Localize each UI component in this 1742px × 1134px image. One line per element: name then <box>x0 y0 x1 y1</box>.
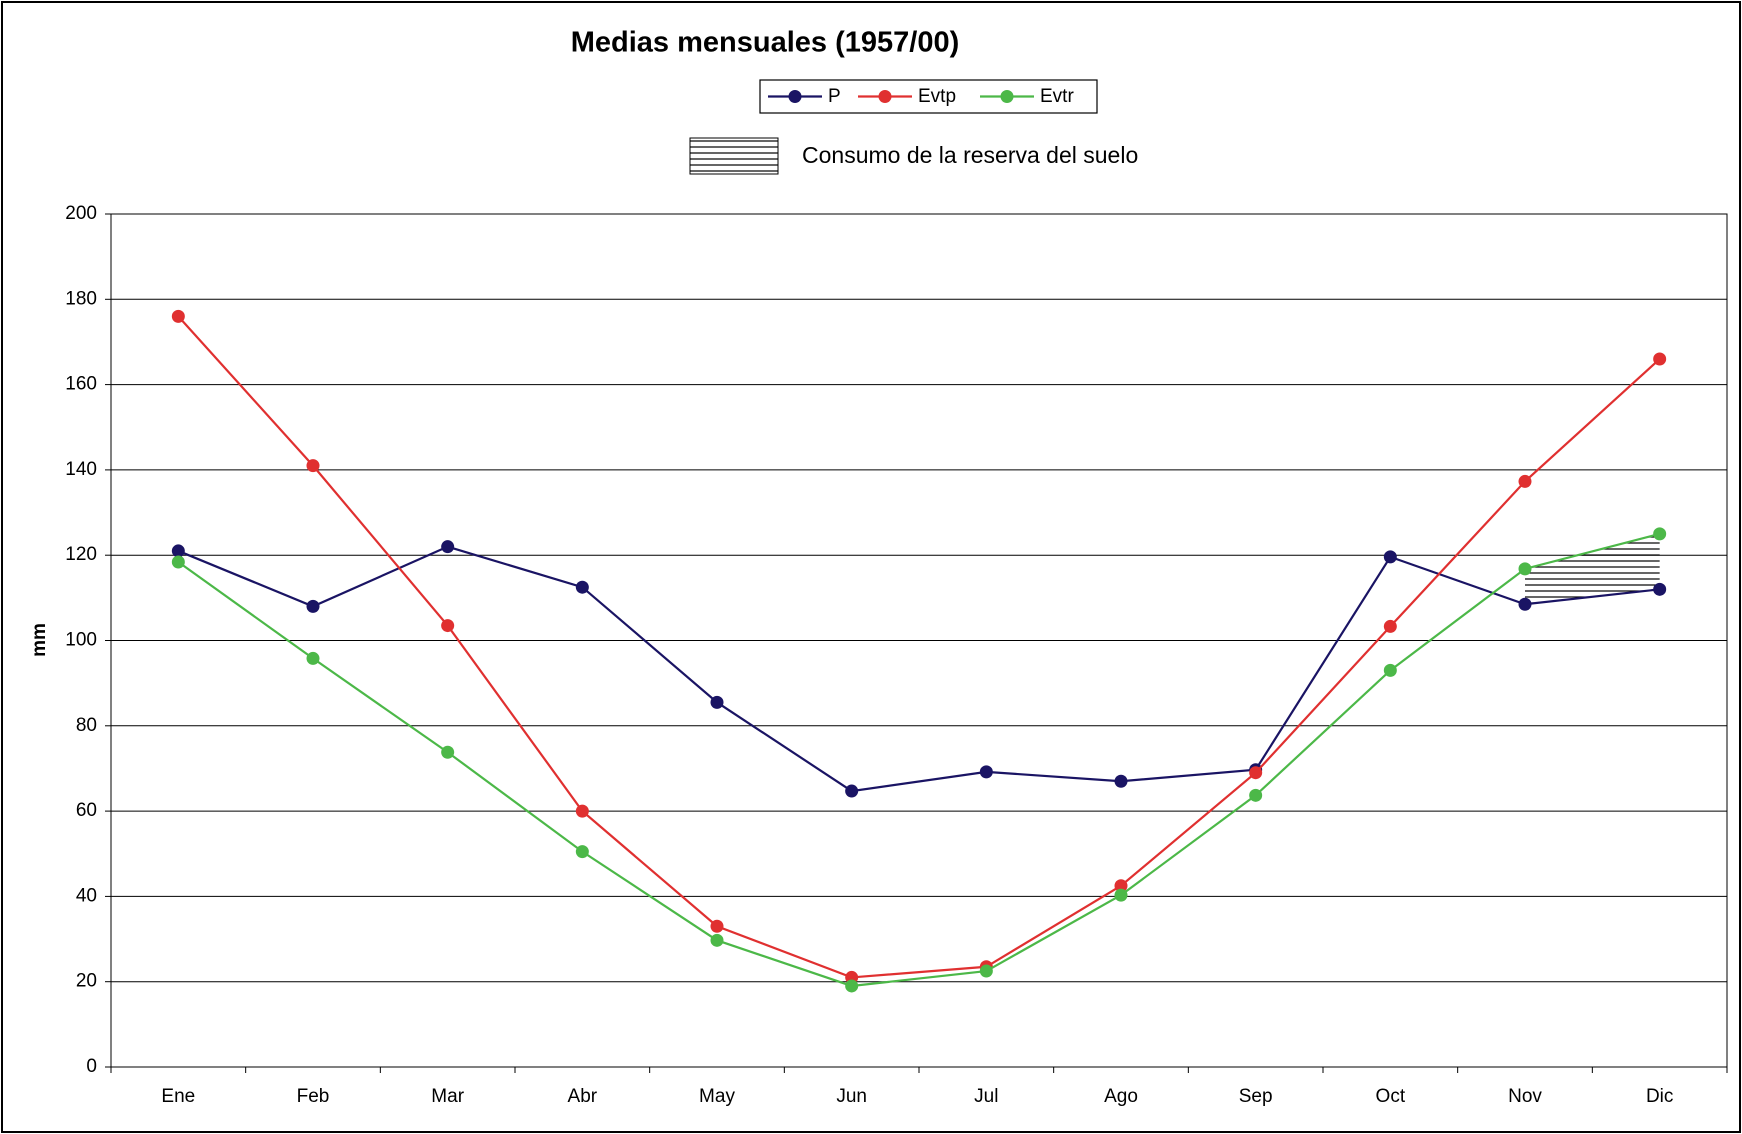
series-marker <box>710 919 724 933</box>
chart-title: Medias mensuales (1957/00) <box>571 27 959 59</box>
x-tick-label: Mar <box>431 1086 464 1107</box>
series-marker <box>575 845 589 859</box>
legend-marker <box>1000 90 1014 103</box>
x-tick-label: Nov <box>1508 1086 1542 1107</box>
series-marker <box>575 804 589 818</box>
x-tick-label: Jul <box>974 1086 998 1107</box>
series-marker <box>1518 562 1532 576</box>
y-tick-label: 80 <box>76 715 97 736</box>
y-tick-label: 140 <box>65 459 97 480</box>
x-tick-label: Ene <box>161 1086 195 1107</box>
y-tick-label: 60 <box>76 800 97 821</box>
series-marker <box>306 459 320 473</box>
x-tick-label: Ago <box>1104 1086 1138 1107</box>
series-line <box>177 532 1660 988</box>
series-marker <box>1653 527 1667 541</box>
series-marker <box>1114 774 1128 788</box>
y-tick-label: 120 <box>65 544 97 565</box>
series-marker <box>1518 597 1532 611</box>
x-tick-label: Jun <box>836 1086 867 1107</box>
series-marker <box>1383 663 1397 677</box>
x-tick-label: Oct <box>1376 1086 1406 1107</box>
series-marker <box>1249 766 1263 780</box>
y-tick-label: 100 <box>65 630 97 651</box>
series-marker <box>710 933 724 947</box>
y-tick-label: 20 <box>76 971 97 992</box>
series-line <box>177 545 1660 793</box>
series-marker <box>710 695 724 709</box>
legend-label: Evtp <box>918 86 956 107</box>
series-marker <box>845 784 859 798</box>
series-marker <box>1653 352 1667 366</box>
series-marker <box>171 309 185 323</box>
y-tick-label: 180 <box>65 288 97 309</box>
legend-label: Evtr <box>1040 86 1074 107</box>
x-tick-label: Dic <box>1646 1086 1673 1107</box>
reserve-area <box>1525 533 1660 605</box>
y-tick-label: 160 <box>65 374 97 395</box>
series-marker <box>441 619 455 633</box>
hatch-legend-label: Consumo de la reserva del suelo <box>802 142 1138 168</box>
legend-marker <box>878 90 892 103</box>
series-marker <box>1383 619 1397 633</box>
y-tick-label: 0 <box>86 1056 97 1077</box>
series-marker <box>441 540 455 554</box>
series-marker <box>1653 582 1667 596</box>
series-marker <box>306 599 320 613</box>
y-tick-label: 40 <box>76 885 97 906</box>
x-tick-label: Feb <box>297 1086 330 1107</box>
series-marker <box>171 555 185 569</box>
series-marker <box>1383 550 1397 564</box>
x-tick-label: Abr <box>568 1086 598 1107</box>
y-tick-label: 200 <box>65 203 97 224</box>
series-marker <box>1114 888 1128 902</box>
series-line <box>177 315 1661 979</box>
x-tick-label: Sep <box>1239 1086 1273 1107</box>
legend-label: P <box>828 86 841 107</box>
series-marker <box>171 544 185 558</box>
legend-marker <box>788 90 802 103</box>
y-axis-label: mm <box>29 623 50 657</box>
series-marker <box>1249 788 1263 802</box>
x-tick-label: May <box>699 1086 735 1107</box>
series-marker <box>845 979 859 993</box>
series-marker <box>979 765 993 779</box>
hatch-legend-swatch <box>689 137 779 175</box>
series-marker <box>1114 879 1128 893</box>
series-marker <box>1518 474 1532 488</box>
series-marker <box>979 964 993 978</box>
series-marker <box>441 745 455 759</box>
series-marker <box>575 580 589 594</box>
series-marker <box>306 651 320 665</box>
